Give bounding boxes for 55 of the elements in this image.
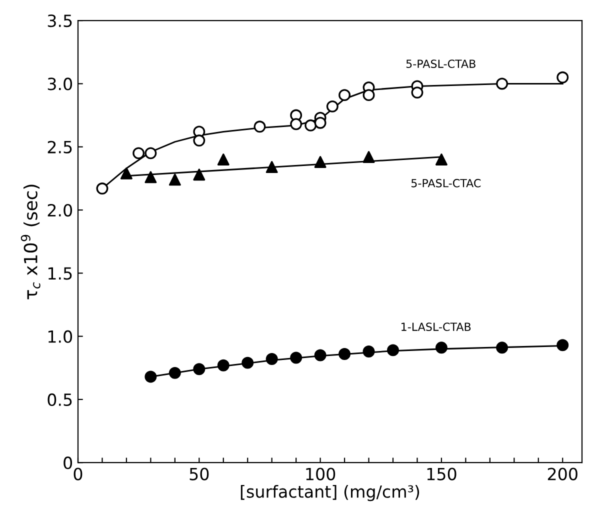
point: [435, 342, 448, 354]
point: [120, 167, 132, 180]
point: [338, 348, 351, 360]
point: [96, 182, 108, 195]
point: [326, 100, 338, 112]
point: [362, 89, 375, 102]
annotation: 1-LASL-CTAB: [402, 322, 471, 331]
point: [556, 339, 569, 352]
point: [314, 116, 326, 129]
point: [314, 156, 326, 168]
point: [132, 147, 145, 160]
point: [496, 78, 508, 90]
point: [435, 154, 448, 166]
y-tick-label: 1.5: [48, 267, 72, 280]
x-axis-title: [surfactant] (mg/cm³): [240, 484, 420, 502]
point: [556, 71, 569, 84]
point: [290, 118, 302, 130]
y-tick-label: 2.5: [48, 140, 72, 154]
point: [362, 150, 375, 163]
point: [193, 168, 206, 181]
y-tick-label: 3.5: [48, 14, 72, 28]
point: [290, 352, 302, 364]
point: [362, 345, 375, 358]
y-tick-label: 1.0: [48, 330, 72, 343]
point: [144, 370, 157, 383]
point: [254, 120, 266, 133]
point: [193, 134, 206, 147]
x-tick-label: 0: [74, 468, 82, 480]
point: [266, 353, 278, 366]
y-tick-label: 3.0: [48, 78, 72, 90]
point: [411, 86, 424, 99]
x-tick-label: 150: [427, 468, 456, 480]
point: [217, 359, 230, 372]
point: [168, 174, 181, 186]
x-tick-label: 100: [306, 468, 336, 480]
annotation: 5-PASL-CTAB: [406, 60, 476, 68]
point: [314, 349, 326, 362]
point: [496, 342, 508, 354]
point: [217, 154, 230, 166]
point: [338, 89, 351, 102]
x-tick-label: 50: [190, 468, 209, 480]
point: [387, 344, 399, 356]
y-axis-title: τ$_{c}$ x10$^{9}$ (sec): [20, 184, 40, 300]
y-tick-label: 0: [64, 456, 72, 470]
point: [168, 366, 181, 379]
point: [144, 171, 157, 184]
y-tick-label: 0.5: [48, 393, 72, 406]
point: [144, 147, 157, 160]
y-tick-label: 2.0: [48, 204, 72, 217]
x-tick-label: 200: [548, 468, 578, 480]
point: [193, 363, 206, 376]
annotation: 5-PASL-CTAC: [411, 178, 481, 188]
point: [304, 119, 317, 132]
point: [242, 356, 254, 369]
point: [266, 161, 278, 174]
